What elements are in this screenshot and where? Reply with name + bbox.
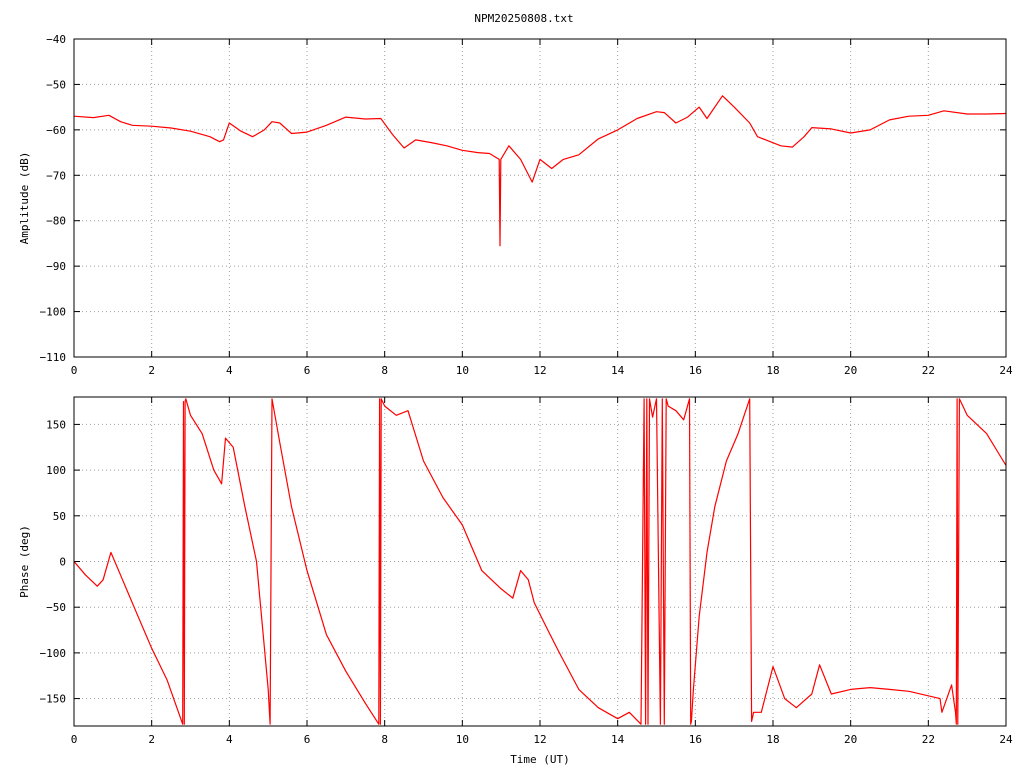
amplitude-x-tick-label: 10 [456,364,469,377]
phase-x-tick-label: 18 [766,733,779,746]
amplitude-x-tick-label: 12 [533,364,546,377]
phase-y-tick-label: −50 [46,601,66,614]
amplitude-y-tick-label: −100 [40,306,67,319]
amplitude-x-tick-label: 8 [381,364,388,377]
amplitude-x-tick-label: 4 [226,364,233,377]
amplitude-x-tick-label: 2 [148,364,155,377]
amplitude-x-tick-label: 24 [999,364,1013,377]
phase-x-tick-label: 8 [381,733,388,746]
amplitude-y-tick-label: −80 [46,215,66,228]
amplitude-ticks: 0 2 4 6 8 10 12 14 16 18 20 22 24−40−50−60−70−80−90−… [40,33,1013,377]
phase-series-line [73,398,1007,725]
phase-x-tick-label: 4 [226,733,233,746]
phase-y-tick-label: 0 [59,556,66,569]
phase-y-tick-label: 100 [46,464,66,477]
amplitude-x-tick-label: 14 [611,364,625,377]
phase-x-tick-label: 2 [148,733,155,746]
phase-x-tick-label: 6 [304,733,311,746]
amplitude-grid [74,39,1006,357]
phase-x-tick-label: 20 [844,733,857,746]
amplitude-series [73,95,1007,247]
amplitude-x-tick-label: 0 [71,364,78,377]
amplitude-y-tick-label: −40 [46,33,66,46]
amplitude-x-tick-label: 18 [766,364,779,377]
phase-y-tick-label: 50 [53,510,66,523]
amplitude-y-tick-label: −110 [40,351,67,364]
phase-x-tick-label: 22 [922,733,935,746]
phase-series [73,398,1007,725]
phase-x-tick-label: 14 [611,733,625,746]
amplitude-y-tick-label: −90 [46,260,66,273]
phase-x-tick-label: 24 [999,733,1013,746]
amplitude-x-tick-label: 16 [689,364,702,377]
chart-title: NPM20250808.txt [474,12,573,25]
phase-x-tick-label: 10 [456,733,469,746]
phase-y-axis-label: Phase (deg) [18,525,31,598]
amplitude-y-tick-label: −60 [46,124,66,137]
phase-grid [74,397,1006,726]
amplitude-x-tick-label: 22 [922,364,935,377]
amplitude-x-tick-label: 6 [304,364,311,377]
phase-y-tick-label: −150 [40,693,67,706]
phase-panel: 0 2 4 6 8 10 12 14 16 18 20 22 24150100500−50−100−15… [18,396,1013,766]
amplitude-series-line [73,95,1007,247]
phase-x-tick-label: 12 [533,733,546,746]
amplitude-y-tick-label: −50 [46,78,66,91]
time-x-axis-label: Time (UT) [510,753,570,766]
phase-x-tick-label: 0 [71,733,78,746]
phase-plot-frame [73,396,1007,727]
phase-ticks: 0 2 4 6 8 10 12 14 16 18 20 22 24150100500−50−100−15… [40,397,1013,746]
phase-y-tick-label: 150 [46,418,66,431]
amplitude-x-tick-label: 20 [844,364,857,377]
amplitude-plot-frame [73,38,1007,358]
amplitude-panel: 0 2 4 6 8 10 12 14 16 18 20 22 24−40−50−60−70−80−90−… [18,33,1013,377]
amplitude-y-tick-label: −70 [46,169,66,182]
phase-x-tick-label: 16 [689,733,702,746]
phase-y-tick-label: −100 [40,647,67,660]
amplitude-y-axis-label: Amplitude (dB) [18,152,31,245]
